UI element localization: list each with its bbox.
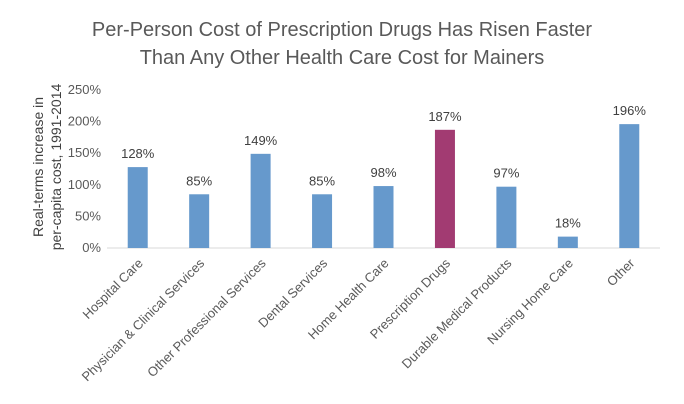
bar: [250, 153, 271, 248]
data-labels: 128% 85% 149% 85% 98% 187% 97% 18% 196%: [121, 103, 646, 230]
bar: [496, 186, 517, 248]
y-axis-label-line-1: Real-terms increase in: [30, 97, 46, 237]
y-tick-label: 250%: [68, 82, 102, 97]
bar: [189, 194, 210, 248]
data-label: 97%: [493, 166, 519, 181]
data-label: 18%: [555, 216, 581, 231]
data-label: 187%: [428, 109, 462, 124]
y-tick-label: 200%: [68, 114, 102, 129]
y-axis-label: Real-terms increase in per-capita cost, …: [30, 84, 64, 251]
category-label: Hospital Care: [80, 256, 146, 322]
y-axis-label-line-2: per-capita cost, 1991-2014: [48, 84, 64, 251]
bar: [312, 194, 333, 248]
chart-title-line-2: Than Any Other Health Care Cost for Main…: [140, 47, 545, 69]
data-label: 149%: [244, 133, 278, 148]
bar: [373, 186, 394, 248]
y-tick-label: 50%: [75, 208, 101, 223]
bar: [619, 124, 640, 248]
chart-title: Per-Person Cost of Prescription Drugs Ha…: [92, 19, 593, 69]
bar: [557, 236, 578, 248]
y-tick-label: 150%: [68, 145, 102, 160]
category-label: Other Professional Services: [144, 255, 269, 380]
category-label: Durable Medical Products: [399, 255, 515, 371]
data-label: 85%: [309, 173, 335, 188]
y-tick-label: 0%: [82, 240, 101, 255]
bar: [434, 129, 455, 248]
category-label: Other: [604, 255, 638, 289]
data-label: 85%: [186, 173, 212, 188]
bars: [127, 124, 640, 248]
category-label: Physician & Clinical Services: [79, 255, 208, 384]
data-label: 128%: [121, 146, 155, 161]
bar: [127, 167, 148, 248]
chart-title-line-1: Per-Person Cost of Prescription Drugs Ha…: [92, 19, 593, 41]
y-axis-ticks: 0% 50% 100% 150% 200% 250%: [68, 82, 102, 255]
data-label: 98%: [370, 165, 396, 180]
y-tick-label: 100%: [68, 177, 102, 192]
data-label: 196%: [613, 103, 647, 118]
